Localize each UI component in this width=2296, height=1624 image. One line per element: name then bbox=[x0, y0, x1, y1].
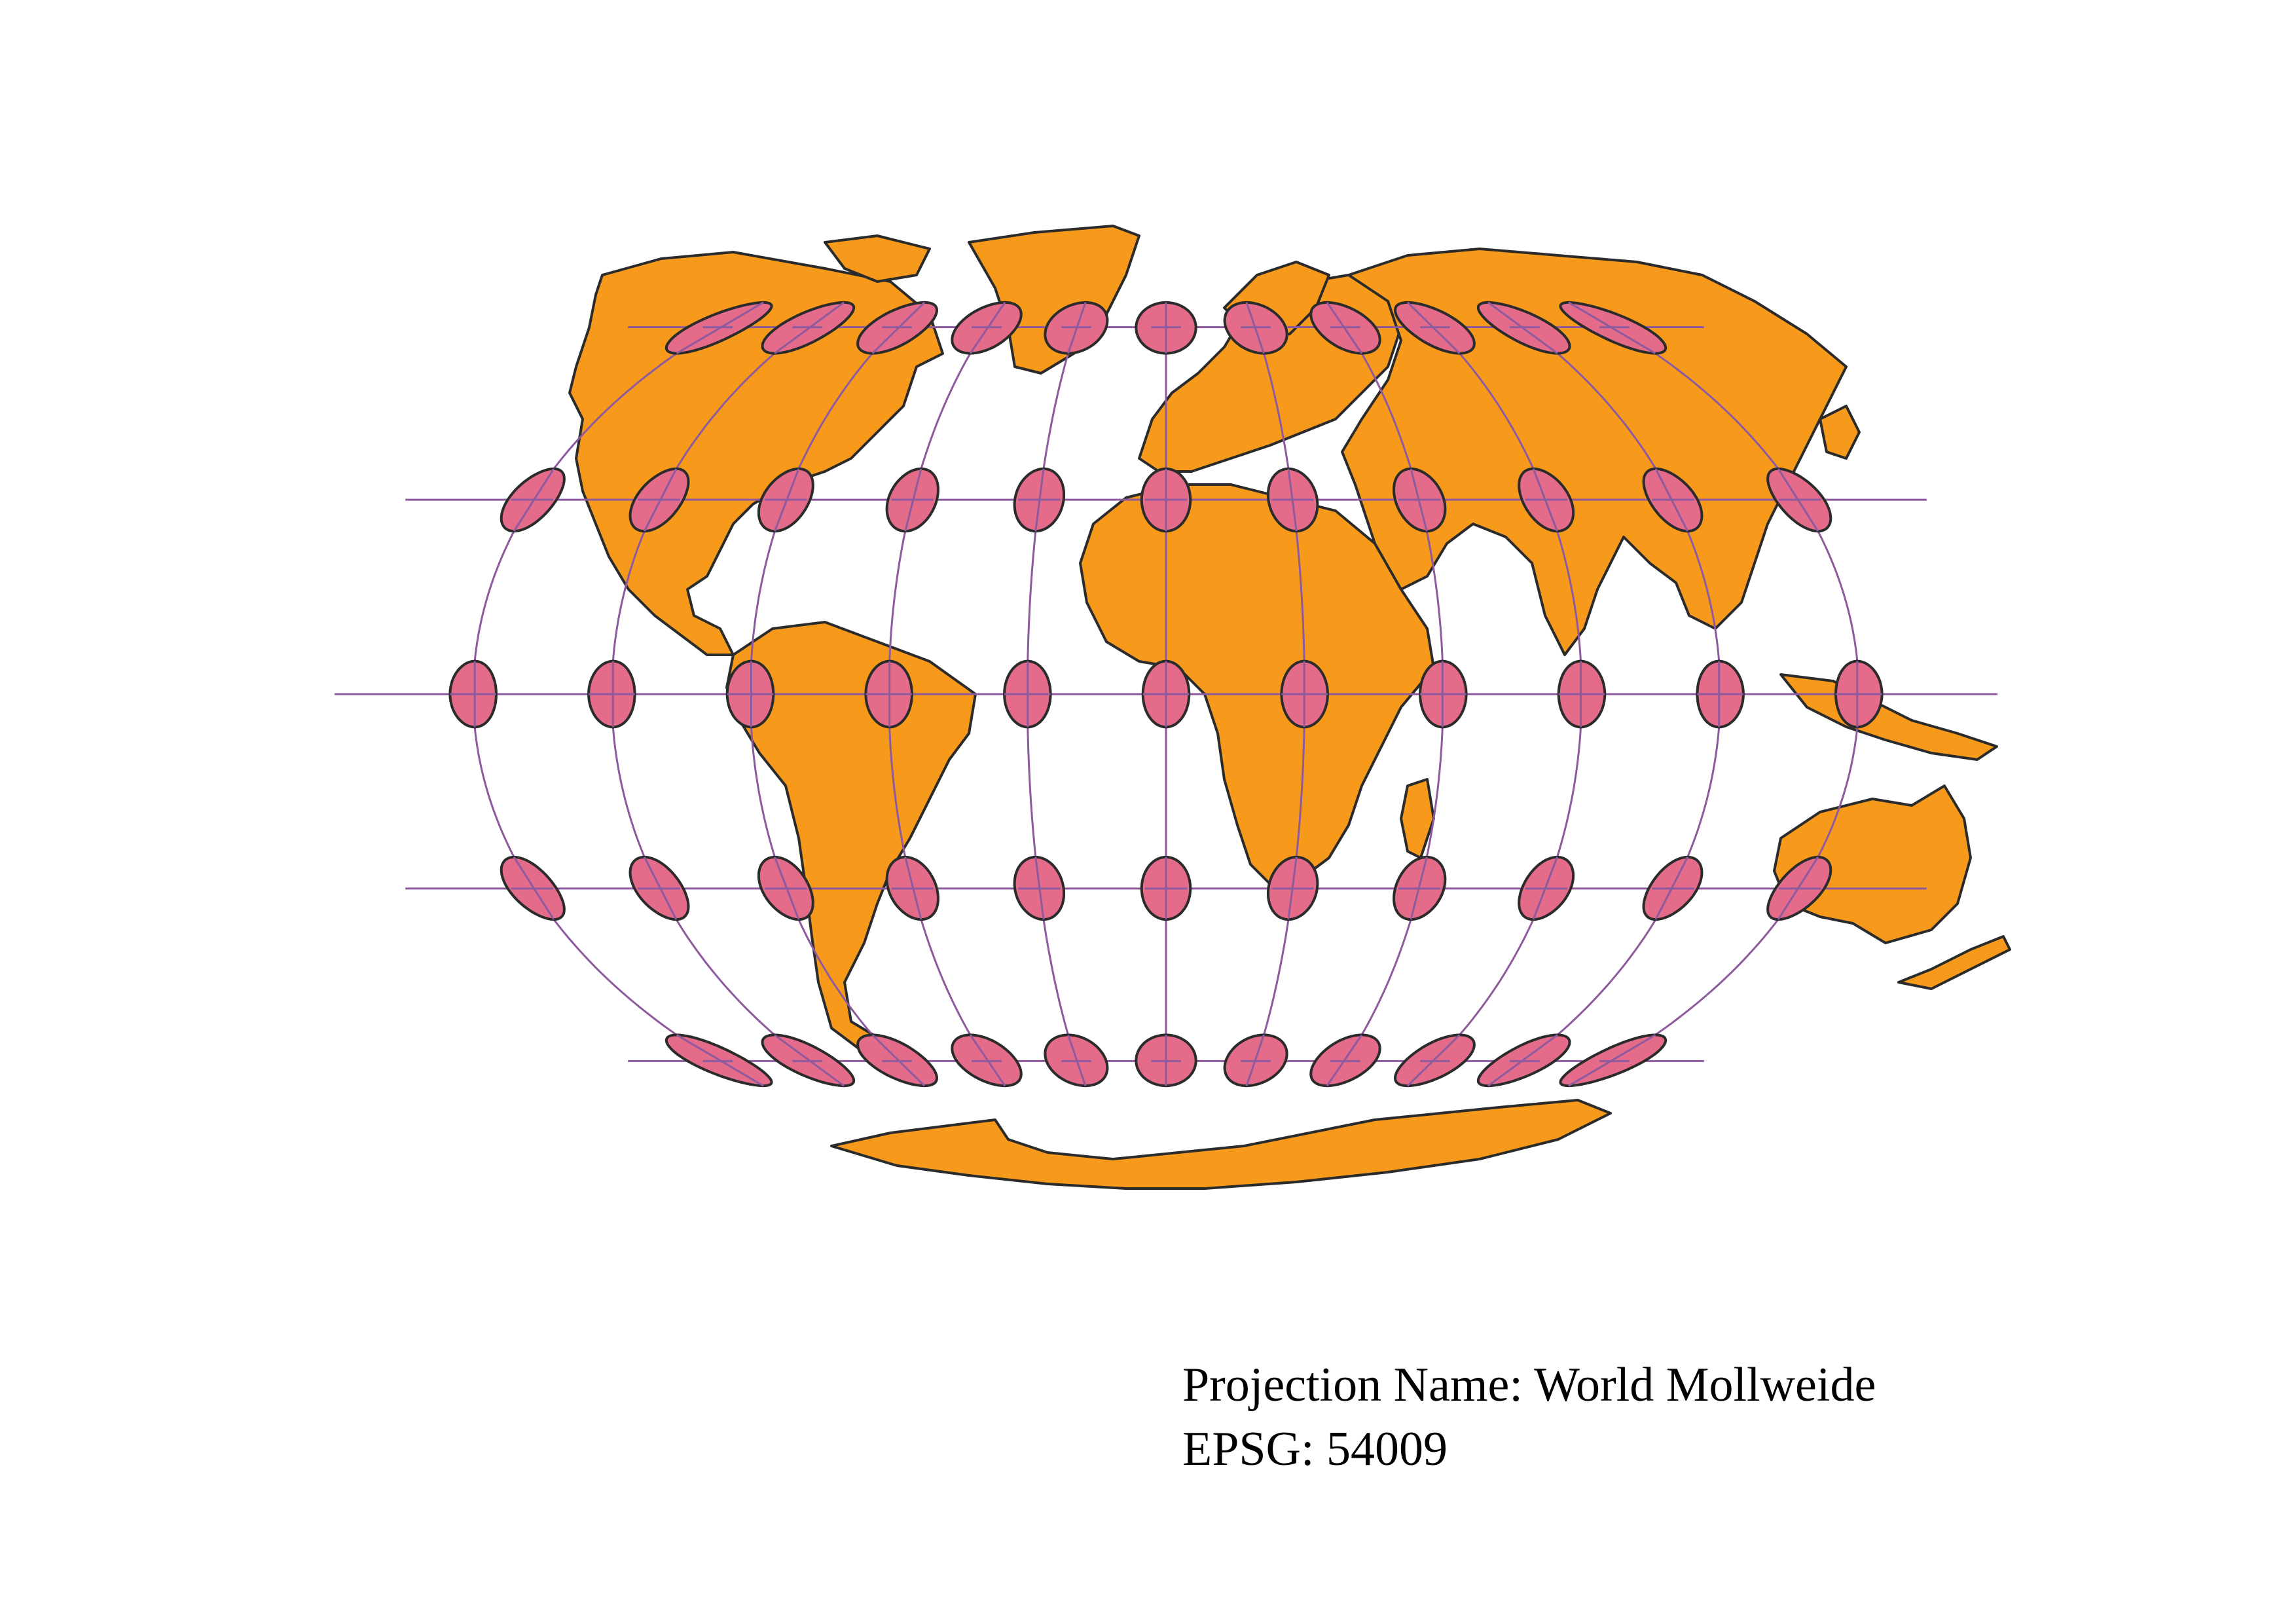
landmass-north-america bbox=[568, 251, 944, 656]
indicatrix-crosshair bbox=[1568, 1034, 1656, 1087]
indicatrix-crosshair bbox=[676, 301, 764, 354]
indicatrix-crosshair bbox=[643, 857, 678, 920]
tissot-indicatrix-layer bbox=[448, 301, 1884, 1088]
indicatrix-crosshair bbox=[1777, 856, 1819, 920]
indicatrix-crosshair bbox=[871, 301, 926, 354]
indicatrix-crosshair bbox=[1487, 301, 1558, 354]
indicatrix-crosshair bbox=[904, 857, 922, 920]
indicatrix-crosshair bbox=[1654, 857, 1689, 920]
indicatrix-crosshair bbox=[1287, 468, 1298, 532]
indicatrix-crosshair bbox=[1532, 468, 1558, 532]
indicatrix-crosshair bbox=[1245, 302, 1265, 354]
indicatrix-crosshair bbox=[774, 468, 800, 532]
indicatrix-crosshair bbox=[1410, 857, 1428, 920]
indicatrix-crosshair bbox=[871, 1034, 926, 1087]
indicatrix-crosshair bbox=[1287, 857, 1298, 920]
indicatrix-crosshair bbox=[1532, 857, 1558, 920]
landmass-south-america bbox=[725, 621, 977, 1049]
indicatrix-crosshair bbox=[1034, 468, 1045, 532]
indicatrix-crosshair bbox=[1406, 1034, 1461, 1087]
landmass-japan bbox=[1819, 405, 1861, 460]
epsg-code-label: EPSG: 54009 bbox=[1182, 1422, 1448, 1476]
indicatrix-crosshair bbox=[513, 856, 555, 920]
landmass-new-zealand bbox=[1897, 935, 2011, 990]
indicatrix-crosshair bbox=[1245, 1034, 1265, 1086]
indicatrix-crosshair bbox=[774, 1034, 845, 1087]
indicatrix-crosshair bbox=[1487, 1034, 1558, 1087]
indicatrix-crosshair bbox=[513, 468, 555, 532]
indicatrix-crosshair bbox=[774, 301, 845, 354]
indicatrix-crosshair bbox=[1568, 301, 1656, 354]
indicatrix-crosshair bbox=[1067, 302, 1087, 354]
indicatrix-crosshair bbox=[676, 1034, 764, 1087]
indicatrix-crosshair bbox=[969, 1034, 1006, 1087]
indicatrix-crosshair bbox=[1326, 301, 1363, 354]
indicatrix-crosshair bbox=[904, 468, 922, 532]
indicatrix-crosshair bbox=[774, 857, 800, 920]
indicatrix-crosshair bbox=[969, 301, 1006, 354]
landmass-arctic-archipelago bbox=[824, 234, 931, 283]
indicatrix-crosshair bbox=[1654, 468, 1689, 532]
indicatrix-crosshair bbox=[1406, 301, 1461, 354]
indicatrix-crosshair bbox=[1410, 468, 1428, 532]
indicatrix-crosshair bbox=[1777, 468, 1819, 532]
landmass-maritime-southeast-asia bbox=[1779, 673, 1998, 761]
indicatrix-crosshair bbox=[643, 468, 678, 532]
indicatrix-crosshair bbox=[1067, 1034, 1087, 1086]
landmass-antarctica bbox=[830, 1099, 1612, 1190]
indicatrix-crosshair bbox=[1034, 857, 1045, 920]
indicatrix-crosshair bbox=[1326, 1034, 1363, 1087]
projection-name-label: Projection Name: World Mollweide bbox=[1182, 1358, 1876, 1412]
